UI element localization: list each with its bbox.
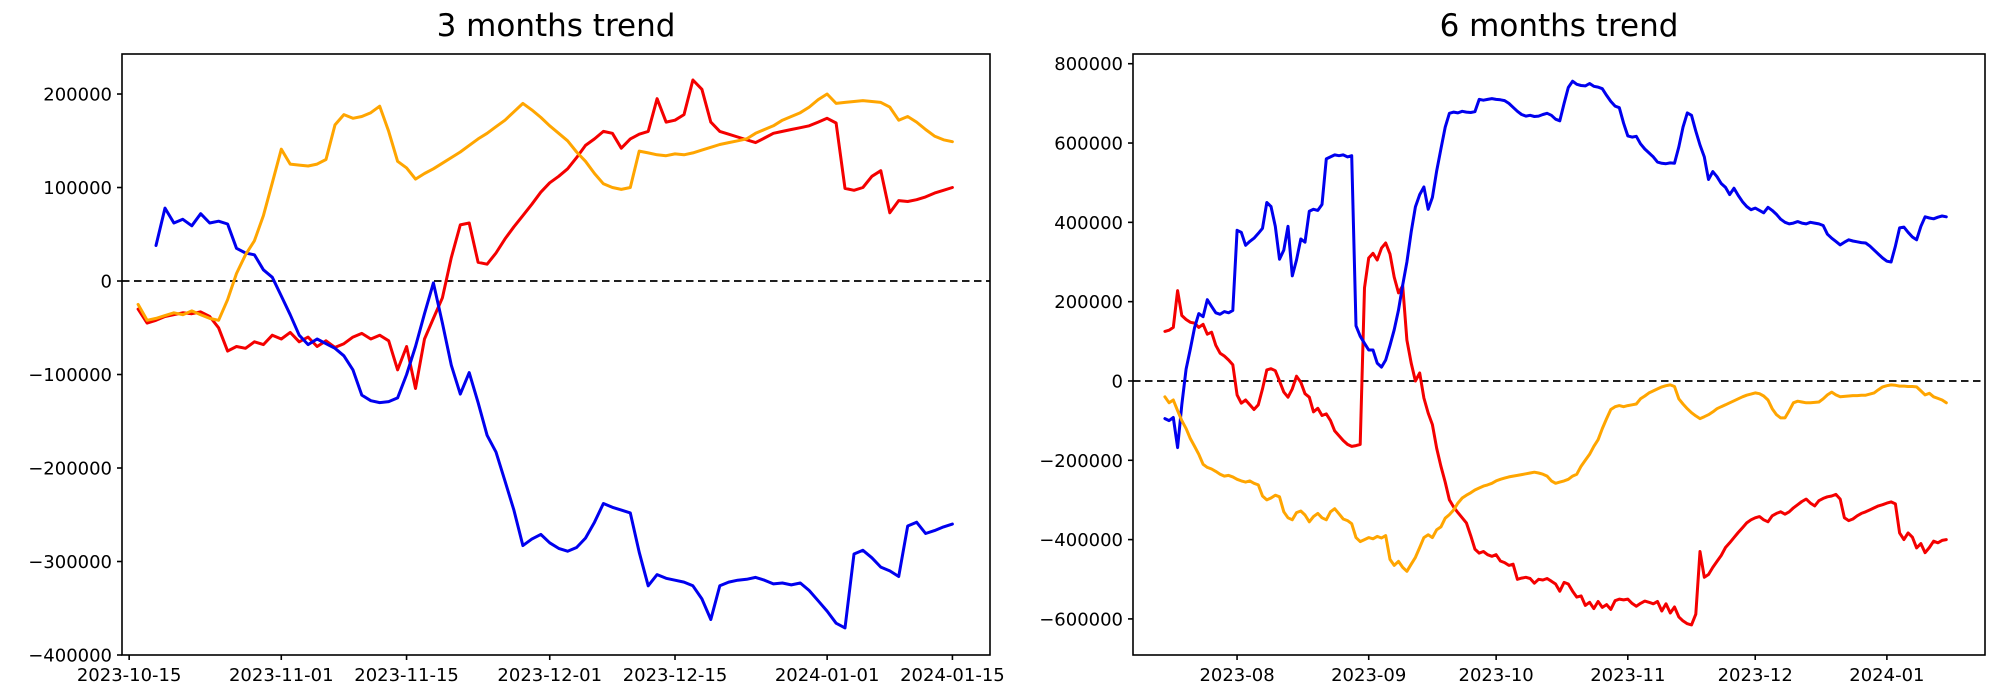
x-tick-label: 2023-11: [1590, 665, 1665, 686]
plot-svg-6-months: 6 months trend 800000 600000 400000 200000 0…: [1039, 8, 1986, 686]
y-tick-label: −300000: [28, 552, 112, 573]
x-tick-label: 2023-08: [1199, 665, 1274, 686]
y-tick-label: −600000: [1039, 609, 1123, 630]
chart-title: 6 months trend: [1440, 8, 1679, 44]
series-line-blue: [154, 206, 954, 630]
x-tick-label: 2023-10: [1459, 665, 1534, 686]
plot-svg-3-months: 3 months trend 200000 100000 0 −100000 −2000…: [28, 8, 1005, 686]
x-tick-label: 2023-10-15: [77, 665, 182, 686]
y-tick-label: −400000: [1039, 530, 1123, 551]
y-tick-label: 400000: [1054, 213, 1123, 234]
y-tick-label: 0: [1112, 371, 1123, 392]
y-tick-label: 0: [101, 272, 112, 293]
plot-border: [1132, 53, 1986, 656]
y-tick-label: −200000: [1039, 451, 1123, 472]
y-tick-label: 200000: [1054, 292, 1123, 313]
y-tick-label: 100000: [43, 178, 112, 199]
x-tick-label: 2023-12-01: [497, 665, 602, 686]
series-line-orange: [1163, 383, 1948, 573]
x-tick-label: 2023-12: [1718, 665, 1793, 686]
y-tick-label: 600000: [1054, 134, 1123, 155]
y-tick-label: −400000: [28, 646, 112, 667]
x-tick-label: 2024-01-15: [900, 665, 1005, 686]
x-tick-label: 2024-01: [1849, 665, 1924, 686]
chart-6-months-trend: 6 months trend 800000 600000 400000 200000 0…: [1000, 0, 2000, 700]
x-tick-label: 2023-09: [1331, 665, 1406, 686]
x-tick-label: 2023-12-15: [623, 665, 728, 686]
x-tick-label: 2024-01-01: [775, 665, 880, 686]
series-line-orange: [136, 92, 954, 322]
y-tick-label: 800000: [1054, 54, 1123, 75]
x-tick-label: 2023-11-15: [354, 665, 459, 686]
y-tick-label: −100000: [28, 365, 112, 386]
plot-border: [121, 53, 991, 656]
chart-3-months-trend: 3 months trend 200000 100000 0 −100000 −2000…: [28, 8, 1005, 686]
series-line-red: [1163, 241, 1948, 627]
y-tick-label: 200000: [43, 85, 112, 106]
series-line-red: [136, 78, 954, 390]
x-tick-label: 2023-11-01: [229, 665, 334, 686]
chart-title: 3 months trend: [437, 8, 676, 44]
y-tick-label: −200000: [28, 459, 112, 480]
series-line-blue: [1163, 79, 1948, 450]
